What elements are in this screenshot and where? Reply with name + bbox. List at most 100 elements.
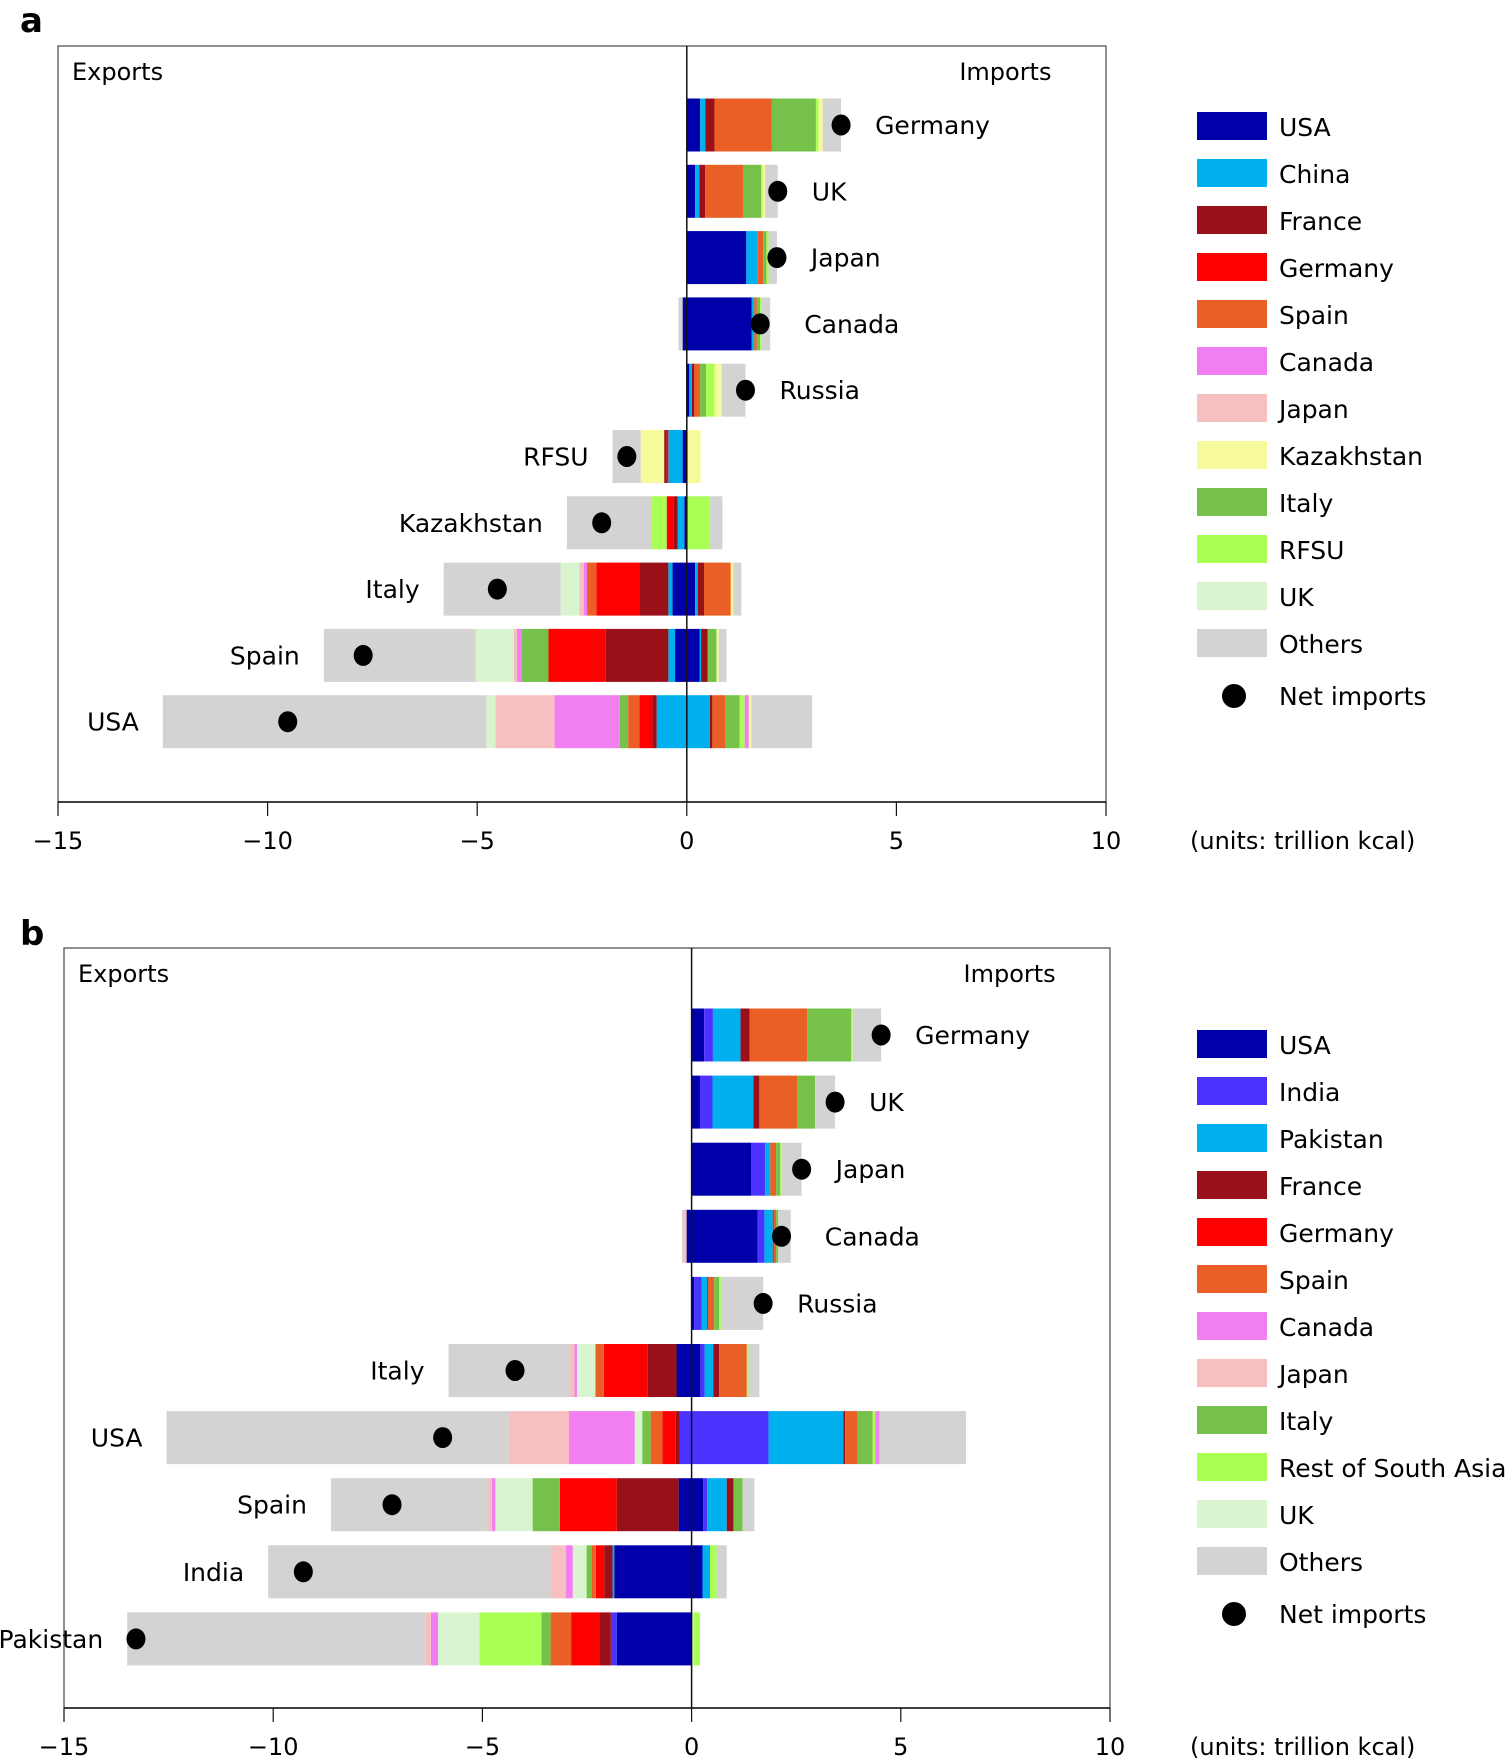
legend-label: Germany <box>1279 254 1394 283</box>
net-imports-dot <box>433 1427 453 1449</box>
bar-segment-export-italy <box>619 695 629 749</box>
legend-swatch <box>1197 206 1267 234</box>
bar-segment-import-china <box>686 695 710 749</box>
bar-segment-export-others <box>162 695 487 749</box>
panel-b: b Exports Imports −15 −10 −5 0 5 10 (units: trill… <box>0 914 1506 1761</box>
bar-segment-export-germany <box>548 628 606 682</box>
net-imports-dot <box>825 1091 845 1113</box>
bar-segment-export-china <box>668 628 676 682</box>
legend-label: Kazakhstan <box>1279 442 1423 471</box>
bar-segment-import-pakistan <box>704 1344 714 1397</box>
x-tick-label: −5 <box>460 827 495 855</box>
bar-segment-import-india <box>703 1478 708 1532</box>
net-imports-dot <box>792 1158 812 1180</box>
bar-segment-import-rfsu <box>815 98 819 152</box>
bar-segment-import-kazakhstan <box>686 430 701 483</box>
bar-segment-import-rest-of-south-asia <box>780 1142 782 1196</box>
bar-segment-export-china <box>656 695 687 749</box>
x-tick-label: −15 <box>39 1733 90 1761</box>
legend-swatch <box>1197 629 1267 657</box>
bar-segment-import-spain <box>719 1344 747 1397</box>
bar-segment-import-pakistan <box>707 1478 727 1532</box>
bar-segment-export-france <box>647 1344 677 1397</box>
x-tick-label: 0 <box>684 1733 699 1761</box>
bar-segment-export-spain <box>650 1411 663 1465</box>
legend-swatch <box>1197 535 1267 563</box>
bar-segment-export-canada <box>565 1545 573 1599</box>
bar-segment-import-rfsu <box>739 695 745 749</box>
net-imports-dot <box>487 578 507 600</box>
bar-segment-export-italy <box>532 1478 560 1532</box>
legend-label: RFSU <box>1279 536 1344 565</box>
bar-segment-import-france <box>740 1008 750 1062</box>
bar-segment-export-spain <box>595 1344 604 1397</box>
legend-swatch <box>1197 1547 1267 1575</box>
bar-segment-import-italy <box>707 628 717 682</box>
bar-segment-export-canada <box>583 562 588 616</box>
bar-segment-export-usa <box>616 1612 692 1666</box>
bar-row-italy: Italy <box>365 562 742 616</box>
bar-segment-export-germany <box>666 430 669 483</box>
plot-frame <box>57 45 1107 803</box>
net-imports-dot <box>767 247 787 269</box>
bar-segment-export-uk <box>576 1344 596 1397</box>
legend-label: France <box>1279 207 1362 236</box>
bar-segment-import-france <box>701 628 708 682</box>
legend: USA China France Germany Spain Canada Japan Kaz… <box>1197 112 1426 711</box>
bar-segment-import-france <box>753 1075 760 1129</box>
bar-segment-export-japan <box>579 562 584 616</box>
bar-segment-import-china <box>695 562 698 616</box>
bar-segment-import-others <box>751 695 813 749</box>
country-label: Spain <box>230 641 300 670</box>
x-tick-label: 10 <box>1091 827 1122 855</box>
bar-segment-export-spain <box>591 1545 596 1599</box>
bar-segment-export-uk <box>486 695 496 749</box>
bar-segment-import-spain <box>757 231 764 285</box>
bar-segment-import-canada <box>875 1411 880 1465</box>
bar-row-russia: Russia <box>691 1276 878 1330</box>
country-label: UK <box>869 1088 904 1117</box>
bar-segment-export-germany <box>571 1612 600 1666</box>
legend-label: Germany <box>1279 1219 1394 1248</box>
bar-segment-export-france <box>673 496 678 550</box>
bar-segment-import-rfsu <box>760 164 763 218</box>
bar-segment-import-usa <box>691 1008 705 1062</box>
bar-segment-export-uk <box>475 628 514 682</box>
legend-swatch <box>1197 1265 1267 1293</box>
bar-segment-export-usa <box>614 1545 692 1599</box>
legend-label: Spain <box>1279 1266 1349 1295</box>
bar-segment-import-kazakhstan <box>714 363 722 417</box>
bar-segment-export-canada <box>574 1344 577 1397</box>
bar-segment-export-india <box>679 1411 692 1465</box>
bar-segment-import-spain <box>749 1008 808 1062</box>
bar-segment-import-italy <box>771 98 816 152</box>
bar-segment-export-spain <box>628 695 640 749</box>
bar-segment-export-japan <box>569 1344 575 1397</box>
bar-row-spain: Spain <box>230 628 727 682</box>
country-label: Spain <box>237 1491 307 1520</box>
bar-segment-import-others <box>716 1545 727 1599</box>
net-imports-dot <box>126 1628 146 1650</box>
bar-segment-import-pakistan <box>712 1075 754 1129</box>
bar-segment-export-spain <box>587 562 597 616</box>
bar-segment-export-china <box>677 496 685 550</box>
legend-swatch <box>1197 1077 1267 1105</box>
bar-segment-export-france <box>652 695 657 749</box>
bar-segment-import-india <box>704 1008 713 1062</box>
legend-swatch <box>1197 582 1267 610</box>
bar-segment-import-italy <box>797 1075 816 1129</box>
bar-segment-export-japan <box>684 1209 687 1263</box>
legend-swatch <box>1197 1359 1267 1387</box>
legend-swatch <box>1197 1312 1267 1340</box>
bar-segment-import-italy <box>725 695 740 749</box>
bar-segment-export-china <box>668 430 683 483</box>
legend-swatch <box>1197 253 1267 281</box>
bar-segment-export-france <box>599 1612 611 1666</box>
bar-segment-export-kazakhstan <box>640 430 665 483</box>
bar-segment-import-china <box>699 628 702 682</box>
bar-segment-import-usa <box>691 1276 695 1330</box>
legend-swatch <box>1197 1218 1267 1246</box>
bar-segment-import-kazakhstan <box>818 98 823 152</box>
bar-segment-import-spain <box>703 562 731 616</box>
bar-segment-import-kazakhstan <box>716 628 719 682</box>
